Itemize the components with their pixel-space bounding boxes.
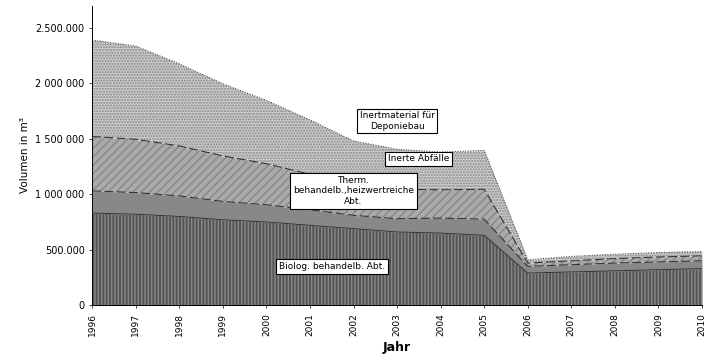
X-axis label: Jahr: Jahr	[383, 341, 411, 355]
Text: Inertmaterial für
Deponiebau: Inertmaterial für Deponiebau	[360, 111, 434, 131]
Text: Biolog. behandelb. Abt.: Biolog. behandelb. Abt.	[278, 262, 384, 271]
Y-axis label: Volumen in m³: Volumen in m³	[20, 117, 30, 193]
Text: Inerte Abfälle: Inerte Abfälle	[388, 154, 449, 163]
Text: Therm.
behandelb.,heizwertreiche
Abt.: Therm. behandelb.,heizwertreiche Abt.	[293, 176, 414, 206]
